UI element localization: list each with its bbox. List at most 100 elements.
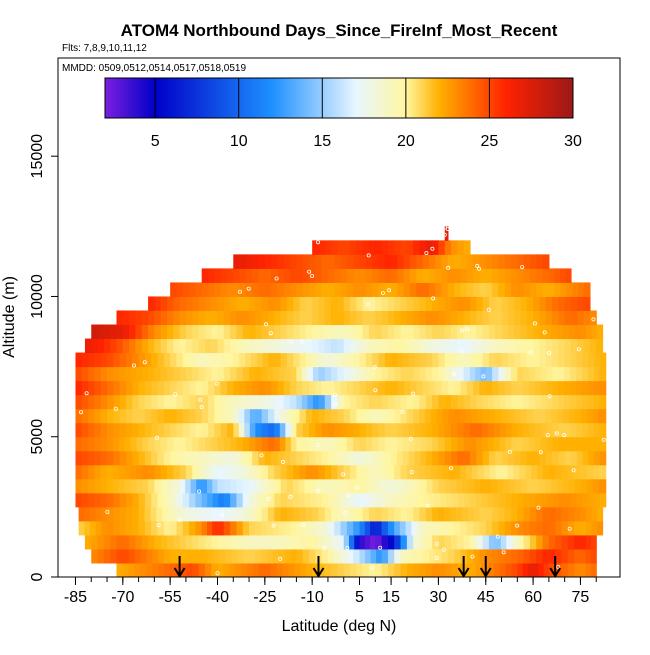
curtain-cell <box>157 352 165 368</box>
curtain-cell <box>125 394 133 410</box>
curtain-cell <box>599 478 607 494</box>
curtain-cell <box>348 534 355 550</box>
altitude-band <box>75 478 607 494</box>
curtain-cell <box>454 254 462 269</box>
curtain-cell <box>536 520 544 536</box>
curtain-cell <box>408 352 416 368</box>
curtain-cell <box>381 296 389 311</box>
curtain-cell <box>394 408 402 424</box>
sample-marker <box>156 523 161 528</box>
curtain-cell <box>504 282 512 297</box>
curtain-cell <box>500 534 507 550</box>
sample-marker <box>387 288 392 293</box>
curtain-cell <box>223 562 230 577</box>
curtain-cell <box>565 268 572 283</box>
curtain-cell <box>343 338 351 354</box>
curtain-cell <box>305 534 313 550</box>
curtain-cell <box>483 408 490 424</box>
curtain-cell <box>457 534 465 550</box>
curtain-cell <box>479 282 487 297</box>
curtain-cell <box>261 464 269 480</box>
curtain-cell <box>441 548 449 564</box>
curtain-cell <box>94 450 102 466</box>
curtain-cell <box>471 464 479 480</box>
curtain-cell <box>413 296 421 311</box>
curtain-cell <box>343 562 351 577</box>
curtain-cell <box>97 338 105 354</box>
curtain-cell <box>384 352 392 368</box>
curtain-cell <box>136 464 143 480</box>
curtain-cell <box>476 296 484 311</box>
curtain-cell <box>564 310 572 326</box>
curtain-cell <box>564 380 571 396</box>
curtain-cell <box>359 380 367 396</box>
x-axis: -85 -70 -55 -40 -25 -10 5 15 30 45 60 75 <box>64 577 597 606</box>
curtain-cell <box>81 492 89 508</box>
curtain-cell <box>387 534 395 550</box>
curtain-cell <box>277 254 285 269</box>
curtain-cell <box>318 506 326 522</box>
curtain-cell <box>230 324 238 340</box>
curtain-cell <box>487 492 495 508</box>
curtain-cell <box>233 394 241 410</box>
curtain-cell <box>331 324 339 340</box>
curtain-cell <box>235 562 242 577</box>
curtain-cell <box>424 408 432 424</box>
curtain-cell <box>362 394 370 410</box>
curtain-cell <box>574 506 582 522</box>
curtain-cell <box>239 268 247 283</box>
curtain-cell <box>387 366 395 382</box>
curtain-cell <box>465 408 473 424</box>
curtain-cell <box>567 562 575 577</box>
altitude-band <box>91 324 604 340</box>
curtain-cell <box>422 268 430 283</box>
curtain-cell <box>432 394 440 410</box>
curtain-cell <box>128 562 135 577</box>
curtain-cell <box>574 520 582 536</box>
curtain-cell <box>148 436 155 452</box>
curtain-cell <box>230 534 238 550</box>
curtain-cell <box>534 380 542 396</box>
curtain-cell <box>552 352 559 368</box>
curtain-cell <box>321 520 329 536</box>
curtain-cell <box>138 352 146 368</box>
curtain-cell <box>261 366 268 382</box>
curtain-cell <box>440 492 447 508</box>
curtain-cell <box>450 478 457 494</box>
curtain-cell <box>245 268 253 283</box>
curtain-cell <box>574 324 582 340</box>
curtain-cell <box>310 478 317 494</box>
curtain-cell <box>548 534 556 550</box>
curtain-cell <box>75 436 83 452</box>
curtain-cell <box>435 268 443 283</box>
curtain-cell <box>138 506 146 522</box>
curtain-cell <box>101 520 108 536</box>
curtain-cell <box>485 268 493 283</box>
curtain-cell <box>264 562 272 577</box>
curtain-cell <box>426 422 433 438</box>
curtain-cell <box>130 464 137 480</box>
curtain-cell <box>562 478 570 494</box>
curtain-cell <box>100 478 108 494</box>
curtain-cell <box>255 338 263 354</box>
curtain-cell <box>296 520 304 536</box>
curtain-cell <box>402 478 410 494</box>
curtain-cell <box>340 520 348 536</box>
curtain-cell <box>391 352 398 368</box>
curtain-cell <box>463 338 471 354</box>
curtain-cell <box>381 408 389 424</box>
curtain-cell <box>230 310 238 326</box>
curtain-cell <box>346 520 354 536</box>
curtain-cell <box>523 380 530 396</box>
altitude-band <box>84 534 597 550</box>
curtain-cell <box>506 534 513 550</box>
curtain-cell <box>255 506 263 522</box>
curtain-cell <box>501 464 509 480</box>
curtain-cell <box>284 366 292 382</box>
curtain-cell <box>356 240 364 255</box>
curtain-cell <box>125 352 133 368</box>
curtain-cell <box>577 310 585 326</box>
curtain-cell <box>469 422 477 438</box>
curtain-cell <box>420 478 428 494</box>
curtain-cell <box>411 520 418 536</box>
